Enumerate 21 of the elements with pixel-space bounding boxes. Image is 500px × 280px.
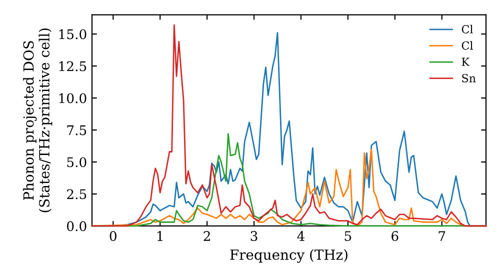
legend-label: Cl: [462, 41, 473, 50]
legend-label: Sn: [462, 74, 476, 82]
x-tick-label: 7: [438, 231, 446, 241]
y-tick-label: 12.5: [59, 61, 86, 72]
x-axis-title: Frequency (THz): [230, 249, 348, 263]
x-tick-label: 6: [392, 231, 398, 242]
y-tick-label: 5.0: [67, 157, 86, 168]
y-tick-label: 2.5: [67, 189, 86, 200]
y-tick-label: 7.5: [67, 125, 86, 136]
x-tick-label: 2: [204, 231, 210, 241]
x-tick-label: 5: [344, 231, 352, 242]
x-tick-label: 3: [250, 231, 258, 242]
legend-label: K: [462, 58, 470, 66]
y-tick-label: 15.0: [59, 29, 86, 40]
x-tick-label: 4: [297, 231, 305, 241]
x-tick-label: 0: [110, 231, 116, 242]
y-tick-label: 0.0: [67, 221, 86, 232]
y-tick-label: 10.0: [59, 93, 86, 104]
y-axis-title: Phonon projected DOS (States/THz·primitive cell): [23, 28, 52, 212]
x-tick-label: 1: [158, 231, 162, 241]
legend-label: Cl: [462, 24, 473, 34]
